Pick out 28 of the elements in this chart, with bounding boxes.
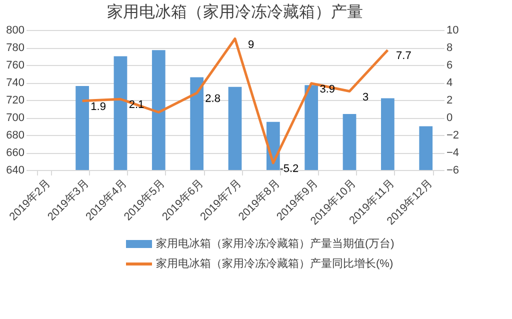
legend-label: 家用电冰箱（家用冷冻冷藏箱）产量当期值(万台) bbox=[156, 237, 394, 250]
data-label: -5.2 bbox=[280, 163, 299, 175]
y-tick-label: 660 bbox=[6, 147, 24, 159]
chart-title: 家用电冰箱（家用冷冻冷藏箱）产量 bbox=[107, 3, 363, 21]
y2-tick-label: −2 bbox=[446, 130, 460, 142]
line-series bbox=[81, 38, 389, 164]
y-tick-label: 720 bbox=[6, 94, 24, 106]
y2-tick-label: 4 bbox=[446, 77, 453, 89]
y-tick-label: 780 bbox=[6, 42, 24, 54]
y2-tick-label: −6 bbox=[446, 164, 460, 176]
y-tick-label: 740 bbox=[6, 77, 24, 89]
data-label: 2.8 bbox=[205, 93, 220, 105]
y2-tick-label: 8 bbox=[446, 42, 453, 54]
y2-tick-label: 6 bbox=[446, 60, 453, 72]
y-tick-label: 760 bbox=[6, 60, 24, 72]
y-tick-label: 800 bbox=[6, 24, 24, 36]
y-tick-label: 640 bbox=[6, 164, 24, 176]
data-label: 1.9 bbox=[90, 100, 106, 113]
y2-tick-label: 10 bbox=[446, 24, 459, 36]
y-tick-label: 680 bbox=[6, 130, 24, 142]
y2-tick-label: 0 bbox=[446, 112, 453, 124]
y2-tick-label: 2 bbox=[446, 94, 453, 106]
data-label: 3 bbox=[362, 91, 369, 104]
y-tick-label: 700 bbox=[6, 112, 24, 124]
y2-tick-label: −4 bbox=[446, 147, 460, 159]
legend-label: 家用电冰箱（家用冷冻冷藏箱）产量同比增长(%) bbox=[156, 257, 394, 270]
data-label: 9 bbox=[248, 38, 254, 51]
data-label: 7.7 bbox=[396, 50, 412, 62]
